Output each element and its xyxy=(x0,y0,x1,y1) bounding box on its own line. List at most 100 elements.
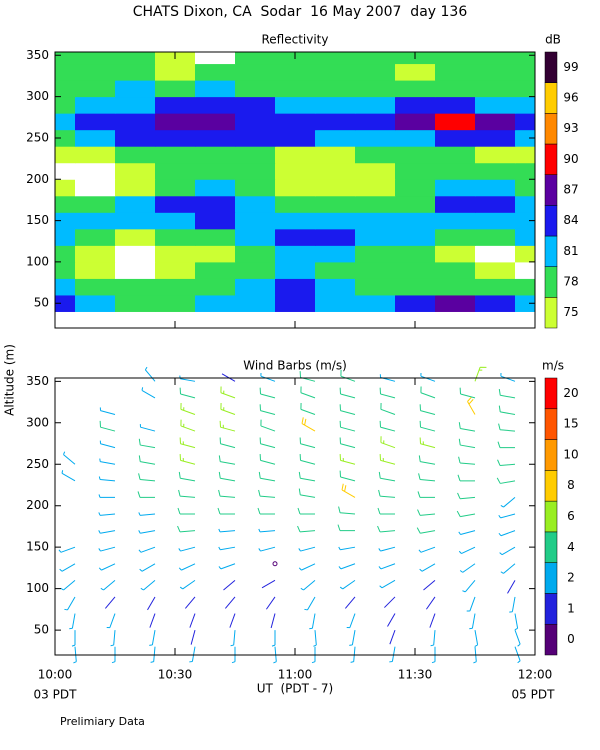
wind-barb xyxy=(425,596,436,610)
wind-barb xyxy=(339,437,356,449)
wind-barb xyxy=(429,613,436,628)
contour-cell xyxy=(235,80,276,98)
wind-barb xyxy=(420,373,436,382)
wind-barb xyxy=(298,563,316,571)
contour-cell xyxy=(475,146,516,164)
colorbar-tick-label: 0 xyxy=(567,632,575,646)
y-axis-label: Altitude (m) xyxy=(3,344,17,416)
y-tick-label: 200 xyxy=(26,498,49,512)
contour-cell xyxy=(75,278,116,296)
contour-cell xyxy=(275,212,316,230)
contour-cell xyxy=(155,113,196,131)
colorbar-tick-label: 81 xyxy=(563,244,578,258)
contour-cell xyxy=(395,261,436,279)
wind-barb xyxy=(299,454,316,465)
contour-cell xyxy=(435,261,476,279)
wind-barb xyxy=(458,456,476,465)
wind-barb xyxy=(265,596,276,610)
contour-cell xyxy=(235,129,276,147)
y-tick-label: 150 xyxy=(26,540,49,554)
wind-barb xyxy=(514,629,521,647)
wind-barb xyxy=(218,471,236,482)
contour-cell xyxy=(195,212,236,230)
contour-cell xyxy=(155,80,196,98)
colorbar-box xyxy=(544,82,558,114)
contour-cell xyxy=(195,129,236,147)
wind-barb xyxy=(417,509,436,516)
y-tick-label: 50 xyxy=(34,296,49,310)
contour-cell xyxy=(195,96,236,114)
contour-cell xyxy=(275,278,316,296)
wind-barb xyxy=(179,437,196,449)
wind-barb xyxy=(341,483,356,498)
wind-barb xyxy=(64,596,76,611)
colorbar-box xyxy=(544,377,558,410)
colorbar-tick-label: 93 xyxy=(563,121,578,135)
contour-cell xyxy=(395,80,436,98)
contour-cell xyxy=(435,146,476,164)
contour-cell xyxy=(355,52,396,65)
contour-cell xyxy=(435,228,476,246)
contour-cell xyxy=(435,195,476,213)
contour-cell xyxy=(435,113,476,131)
y-tick-label: 50 xyxy=(34,623,49,637)
wind-barb xyxy=(149,630,156,646)
x-tick-label: 10:00 xyxy=(38,668,73,682)
contour-cell xyxy=(315,245,356,263)
wind-barb xyxy=(138,473,156,482)
contour-cell xyxy=(195,278,236,296)
wind-barb xyxy=(180,419,196,432)
wind-barb xyxy=(257,507,275,515)
contour-cell xyxy=(195,179,236,197)
contour-cell xyxy=(315,179,356,197)
wind-barb xyxy=(304,596,316,611)
wind-barb xyxy=(179,454,196,465)
colorbar-tick-label: 15 xyxy=(563,417,578,431)
plot-area xyxy=(58,366,521,664)
wind-barb xyxy=(389,646,396,663)
wind-barb xyxy=(380,403,396,415)
contour-cell xyxy=(315,146,356,164)
wind-barb xyxy=(300,386,316,399)
colorbar-tick-label: 6 xyxy=(567,509,575,523)
contour-cell xyxy=(235,146,276,164)
y-tick-label: 250 xyxy=(26,457,49,471)
wind-barb xyxy=(458,530,476,535)
colorbar-tick-label: 20 xyxy=(563,386,578,400)
wind-barb xyxy=(189,613,196,628)
wind-barb xyxy=(496,477,516,484)
contour-cell xyxy=(55,146,76,164)
contour-cell xyxy=(395,195,436,213)
wind-barb xyxy=(379,454,396,465)
contour-cell xyxy=(275,162,316,180)
wind-barb xyxy=(509,596,516,613)
wind-barb xyxy=(220,403,236,415)
wind-barb xyxy=(218,563,236,570)
wind-barb xyxy=(138,512,156,516)
contour-cell xyxy=(155,228,196,246)
wind-barb xyxy=(61,470,76,482)
wind-barb xyxy=(110,630,116,647)
contour-cell xyxy=(315,294,356,312)
wind-barb xyxy=(423,579,436,591)
contour-cell xyxy=(195,228,236,246)
wind-barb xyxy=(379,387,396,399)
wind-barb xyxy=(473,646,477,664)
colorbar-tick-label: 1 xyxy=(567,601,575,615)
wind-barb xyxy=(144,366,156,382)
colorbar-tick-label: 96 xyxy=(563,91,578,105)
contour-cell xyxy=(315,278,356,296)
contour-cell xyxy=(55,113,76,131)
wind-barb xyxy=(349,630,356,646)
contour-cell xyxy=(195,52,236,65)
wind-barb xyxy=(149,613,156,628)
wind-barb xyxy=(258,546,276,552)
contour-cell xyxy=(55,294,76,312)
wind-barb xyxy=(301,417,316,432)
wind-barb xyxy=(178,471,196,482)
colorbar-box xyxy=(544,408,558,440)
wind-barb xyxy=(350,646,356,663)
contour-cell xyxy=(195,80,236,98)
contour-cell xyxy=(155,212,196,230)
contour-cell xyxy=(475,228,516,246)
